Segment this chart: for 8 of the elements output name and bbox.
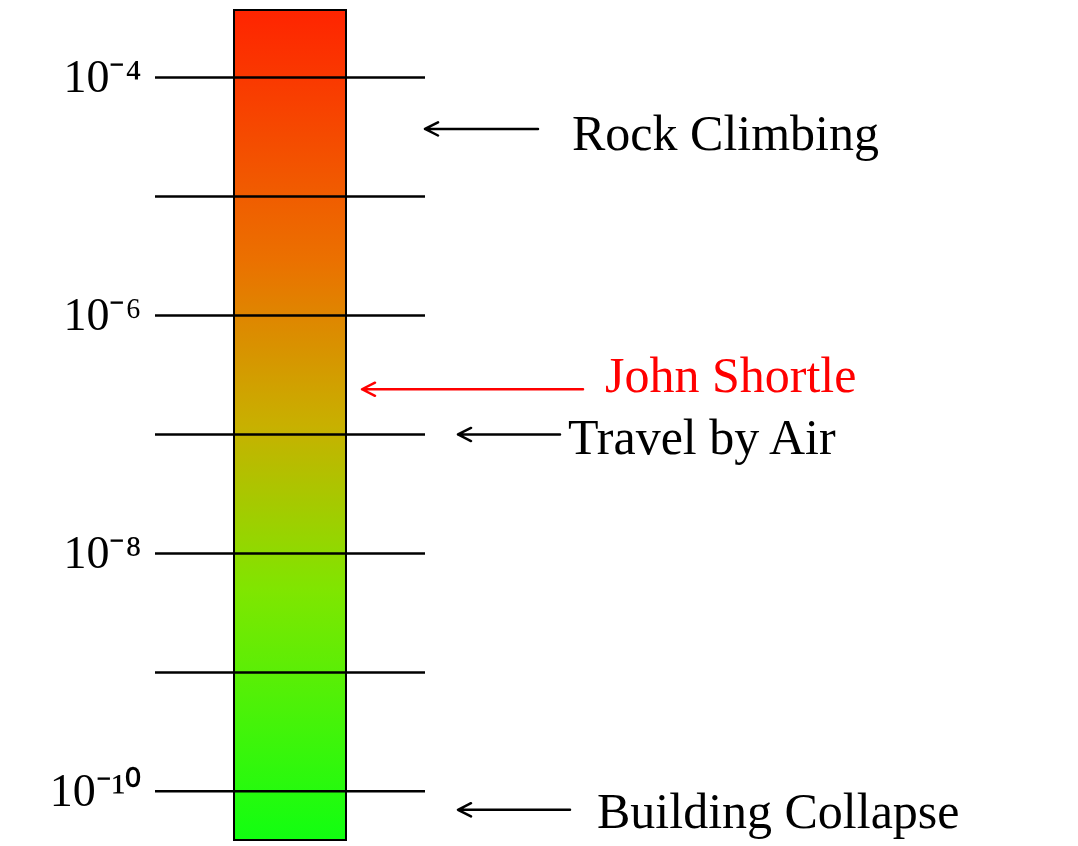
ref-line-label: Building Collapse (597, 782, 960, 839)
y-tick-label: 10⁻⁸ (63, 526, 142, 578)
ref-line-label: Rock Climbing (572, 104, 879, 161)
ref-line-label: John Shortle (605, 347, 857, 404)
y-tick-label: 10⁻⁴ (63, 51, 142, 103)
y-tick-label: 10⁻¹⁰ (49, 764, 142, 816)
ref-line-label: Travel by Air (568, 409, 836, 466)
y-tick-label: 10⁻⁶ (63, 289, 142, 341)
